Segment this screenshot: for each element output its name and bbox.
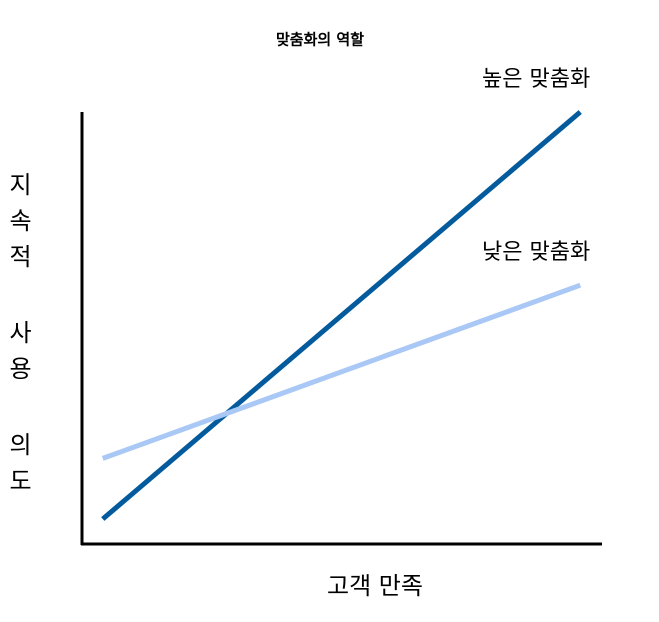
series-label: 낮은 맞춤화 (482, 240, 590, 265)
series-line (101, 282, 582, 461)
y-axis-label: 지속적 사용 의도 (4, 172, 32, 504)
x-axis-label: 고객 만족 (327, 572, 423, 600)
chart-title: 맞춤화의 역할 (276, 31, 364, 49)
series-label: 높은 맞춤화 (482, 67, 590, 92)
series-line (101, 110, 582, 521)
